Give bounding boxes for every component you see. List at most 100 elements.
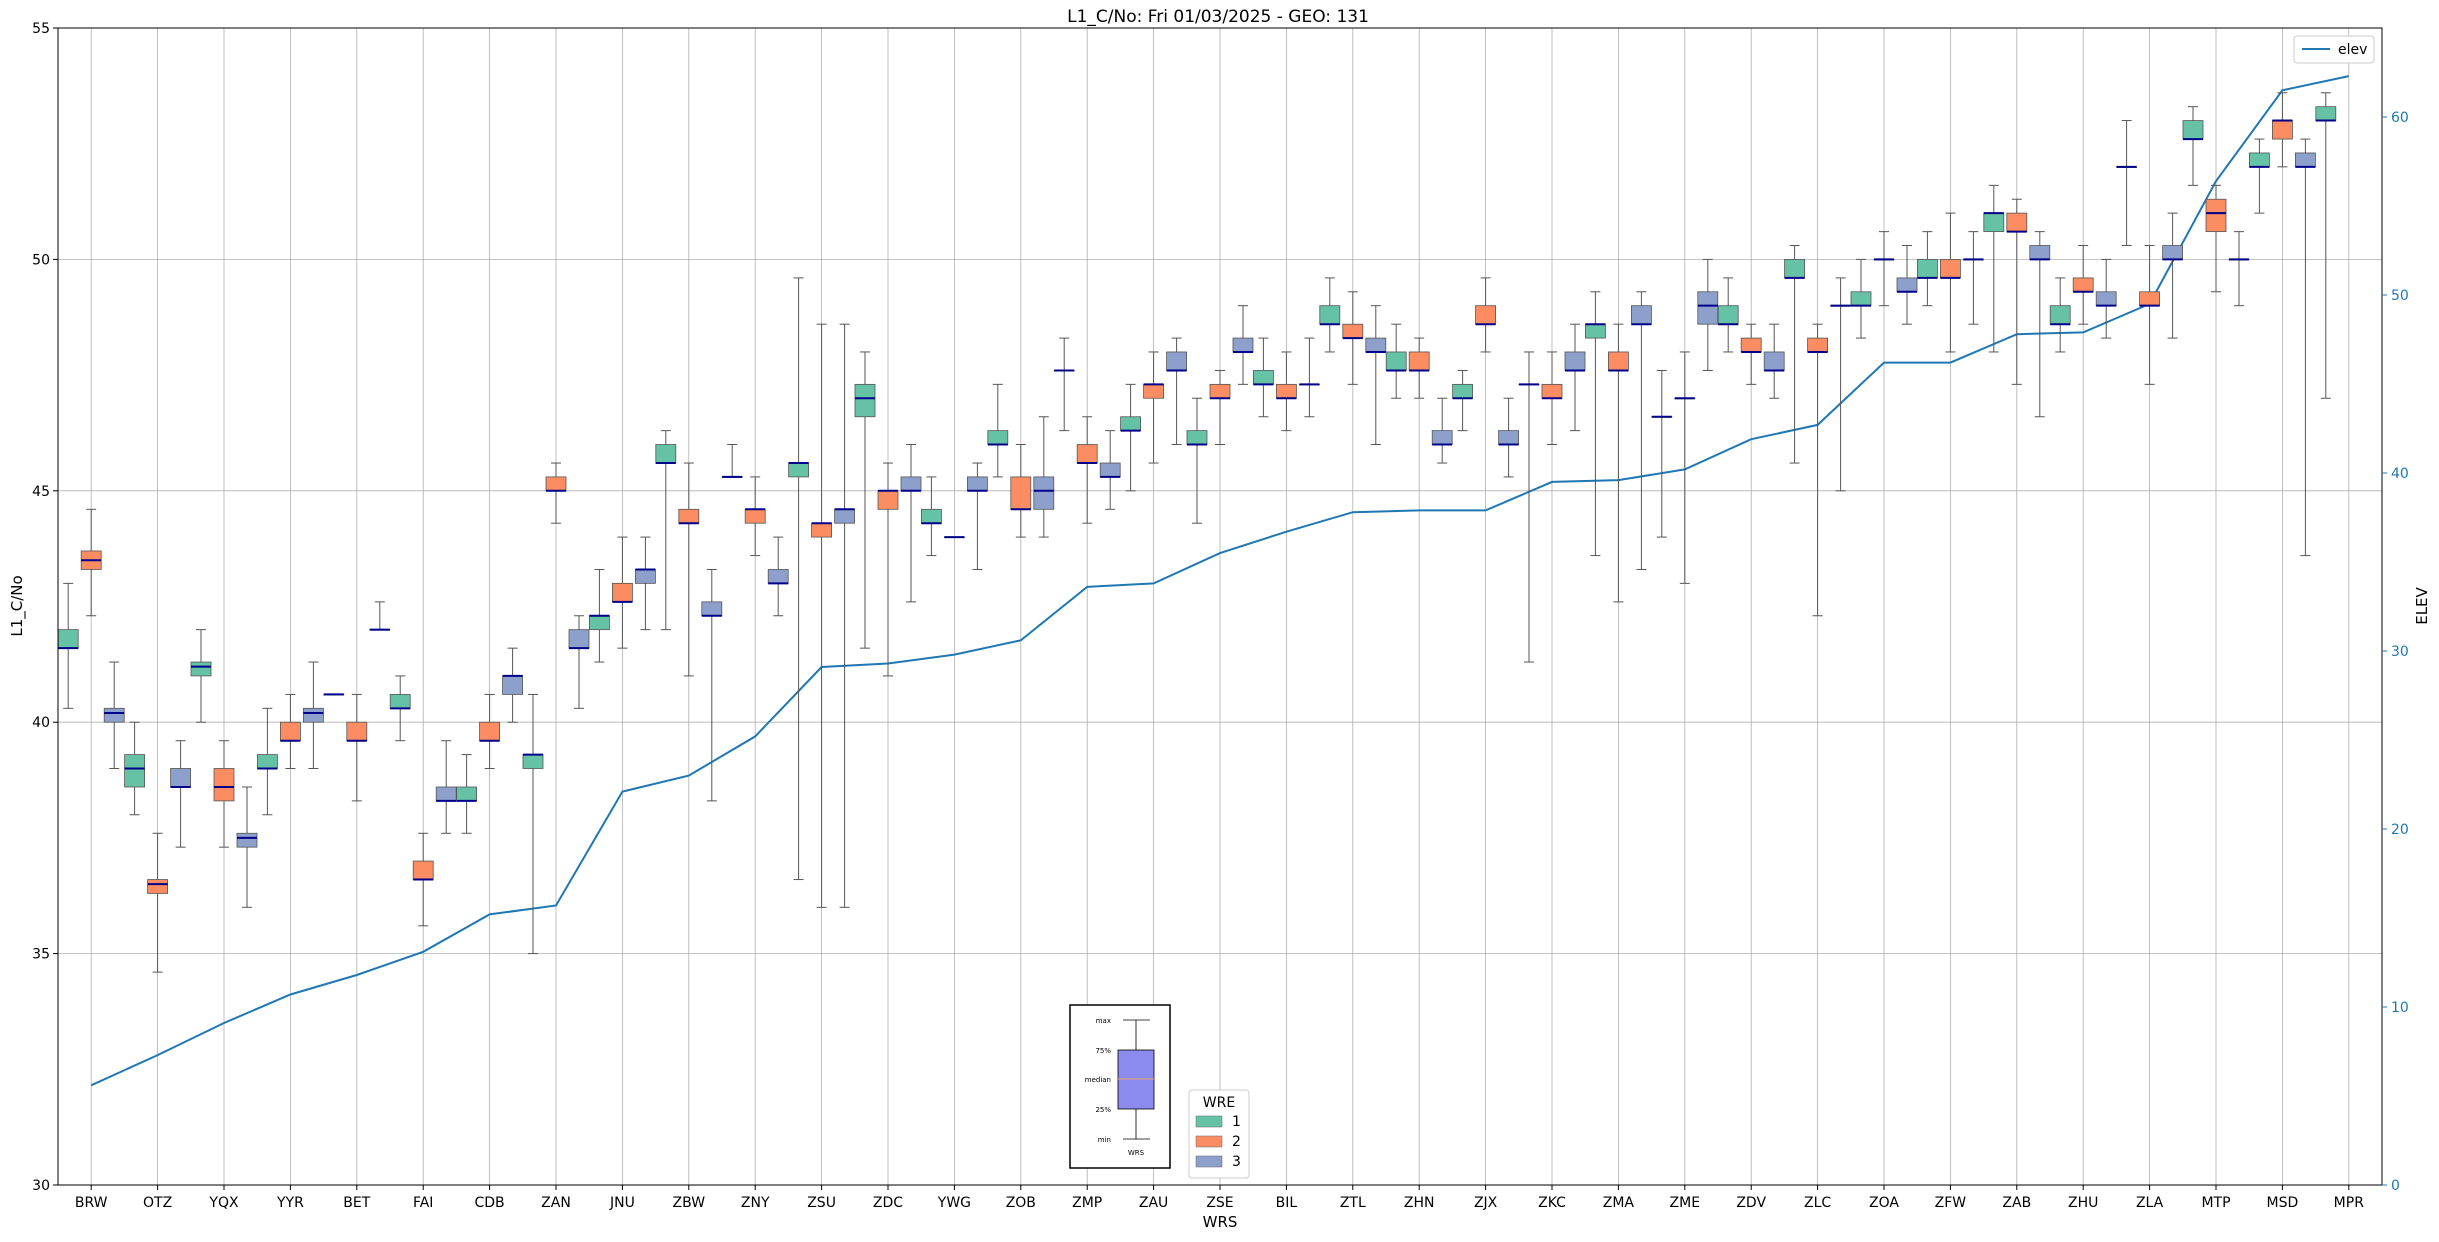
box-iqr [1608, 351, 1629, 371]
box-iqr [545, 476, 567, 492]
box-bil-wre1 [1253, 337, 1274, 418]
box-fai-wre2 [412, 832, 434, 927]
box-zab-wre2 [2006, 198, 2028, 385]
y-tick-label: 35 [32, 947, 50, 963]
wre-legend: WRE 1 2 3 [1188, 1089, 1250, 1179]
wre-3-swatch [1195, 1155, 1223, 1168]
y2-tick-label: 60 [2391, 110, 2409, 126]
boxes-layer [57, 92, 2337, 973]
box-zny-wre1 [721, 444, 743, 478]
box-zhn-wre2 [1408, 337, 1430, 399]
box-zsu-wre3 [834, 323, 855, 908]
y-tick-label: 50 [32, 252, 50, 268]
y2-ticks: 0 10 20 30 40 50 60 [2382, 110, 2409, 1194]
box-brw-wre3 [103, 661, 125, 769]
box-iqr [1585, 323, 1606, 339]
box-iqr [635, 569, 656, 584]
box-iqr [987, 430, 1009, 445]
x-tick-label: ZDC [873, 1195, 903, 1211]
box-zlc-wre3 [1830, 277, 1851, 492]
box-iqr [1143, 383, 1164, 399]
box-zma-wre2 [1608, 323, 1629, 603]
elev-layer [90, 75, 2350, 1087]
box-msd-wre1 [2248, 138, 2270, 214]
x-tick-label: ZKC [1538, 1195, 1566, 1211]
box-zjx-wre2 [1475, 277, 1496, 353]
x-tick-label: ZBW [673, 1195, 706, 1211]
box-iqr [1253, 370, 1274, 385]
box-zau-wre3 [1166, 337, 1187, 446]
x-tick-label: ZHU [2068, 1195, 2098, 1211]
box-iqr [213, 768, 235, 802]
box-bet-wre3 [369, 601, 391, 631]
y-tick-label: 30 [32, 1178, 50, 1194]
box-zfw-wre3 [1963, 231, 1984, 325]
box-iqr [1209, 383, 1231, 399]
elev-legend-label: elev [2338, 42, 2367, 58]
box-otz-wre1 [124, 721, 145, 816]
x-tick-label: MSD [2267, 1195, 2299, 1211]
box-msd-wre3 [2294, 138, 2316, 557]
box-bet-wre2 [346, 693, 368, 802]
box-yqx-wre1 [190, 629, 212, 723]
box-iqr [1319, 305, 1341, 325]
x-tick-label: ZOA [1869, 1195, 1899, 1211]
box-cdb-wre3 [502, 647, 524, 723]
wre-1-label: 1 [1232, 1114, 1241, 1130]
box-zla-wre2 [2139, 245, 2161, 385]
x-tick-label: ZLA [2136, 1195, 2164, 1211]
y2-tick-label: 50 [2391, 288, 2409, 304]
x-tick-label: JNU [609, 1195, 635, 1211]
y-tick-label: 45 [32, 484, 50, 500]
y2-tick-label: 10 [2391, 1000, 2409, 1016]
box-iqr [147, 879, 169, 894]
x-tick-label: ZMP [1072, 1195, 1102, 1211]
box-zla-wre1 [2116, 120, 2138, 247]
box-mpr-wre1 [2315, 92, 2337, 399]
box-zdc-wre1 [854, 351, 876, 649]
box-msd-wre2 [2271, 92, 2293, 168]
box-iqr [2162, 245, 2184, 260]
box-zdv-wre2 [1740, 323, 1762, 385]
box-iqr [1452, 383, 1473, 399]
box-key-q1: 25% [1095, 1106, 1111, 1114]
box-zab-wre1 [1983, 184, 2005, 353]
wre-1-swatch [1195, 1115, 1223, 1128]
box-iqr [701, 601, 723, 617]
box-zhu-wre2 [2072, 245, 2094, 325]
y-ticks: 30 35 40 45 50 55 [32, 21, 58, 1194]
box-zbw-wre1 [655, 430, 677, 631]
box-iqr [1850, 291, 1872, 307]
x-tick-label: MPR [2334, 1195, 2365, 1211]
x-tick-label: ZSE [1206, 1195, 1233, 1211]
box-ztl-wre1 [1319, 277, 1341, 353]
box-zkc-wre3 [1564, 323, 1586, 432]
y-tick-label: 55 [32, 21, 50, 37]
x-tick-label: ZOB [1006, 1195, 1036, 1211]
box-zhu-wre3 [2095, 258, 2117, 339]
box-zhu-wre1 [2049, 277, 2071, 353]
box-otz-wre2 [147, 832, 169, 973]
box-bil-wre3 [1299, 337, 1320, 418]
box-mtp-wre3 [2228, 231, 2250, 307]
elev-series-line [90, 75, 2350, 1087]
box-iqr [1076, 444, 1098, 464]
box-zmp-wre2 [1076, 416, 1098, 524]
box-zny-wre2 [744, 476, 766, 557]
box-iqr [589, 615, 610, 631]
box-key-min: min [1098, 1136, 1111, 1144]
box-iqr [1631, 305, 1652, 325]
box-zfw-wre2 [1940, 212, 1961, 353]
box-iqr [1697, 291, 1719, 325]
box-iqr [811, 522, 832, 538]
box-iqr [967, 476, 988, 492]
box-zhn-wre1 [1385, 323, 1407, 399]
box-iqr [2294, 152, 2316, 168]
box-ywg-wre3 [967, 462, 988, 570]
box-brw-wre1 [57, 582, 79, 709]
x-tick-label: ZSU [807, 1195, 836, 1211]
gridlines [58, 27, 2382, 1186]
box-zoa-wre3 [1896, 245, 1918, 325]
box-zlc-wre2 [1807, 323, 1828, 617]
